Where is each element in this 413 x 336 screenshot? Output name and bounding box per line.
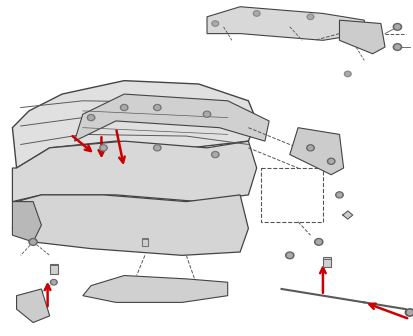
Circle shape [285,252,293,259]
Circle shape [155,146,159,150]
Circle shape [314,239,322,245]
Bar [260,168,322,222]
Circle shape [306,14,313,19]
Circle shape [392,44,401,50]
Circle shape [50,280,57,285]
Circle shape [203,111,210,117]
Polygon shape [12,141,256,202]
Circle shape [153,145,161,151]
Polygon shape [74,94,268,141]
Circle shape [392,24,401,30]
Bar [141,238,148,246]
Circle shape [254,12,258,15]
Circle shape [316,240,320,244]
Circle shape [306,145,313,151]
Circle shape [155,106,159,109]
Polygon shape [12,195,248,255]
Circle shape [308,15,312,18]
Polygon shape [12,202,41,242]
Circle shape [404,309,413,316]
Circle shape [52,281,56,284]
Circle shape [122,106,126,109]
Circle shape [394,25,399,29]
Polygon shape [339,20,384,54]
Circle shape [287,253,292,257]
Polygon shape [342,211,352,219]
Polygon shape [206,7,363,40]
Circle shape [211,21,218,26]
Circle shape [120,104,128,111]
Circle shape [29,239,37,245]
Polygon shape [83,276,227,302]
Circle shape [211,152,218,158]
Circle shape [406,310,412,315]
Circle shape [345,72,349,76]
Circle shape [153,104,161,111]
Circle shape [100,145,107,151]
Circle shape [337,193,341,197]
Circle shape [213,22,217,25]
Circle shape [31,240,36,244]
Circle shape [253,11,259,16]
Polygon shape [17,289,50,323]
Circle shape [89,116,93,119]
Circle shape [328,160,332,163]
Circle shape [204,113,209,116]
Bar [323,257,330,267]
Circle shape [308,146,312,150]
Polygon shape [12,81,256,168]
Polygon shape [289,128,343,175]
Circle shape [344,71,350,77]
Circle shape [335,192,342,198]
Circle shape [394,45,399,49]
Circle shape [213,153,217,156]
Bar [50,264,57,274]
Circle shape [101,146,105,150]
Circle shape [87,115,95,121]
Circle shape [327,158,334,164]
